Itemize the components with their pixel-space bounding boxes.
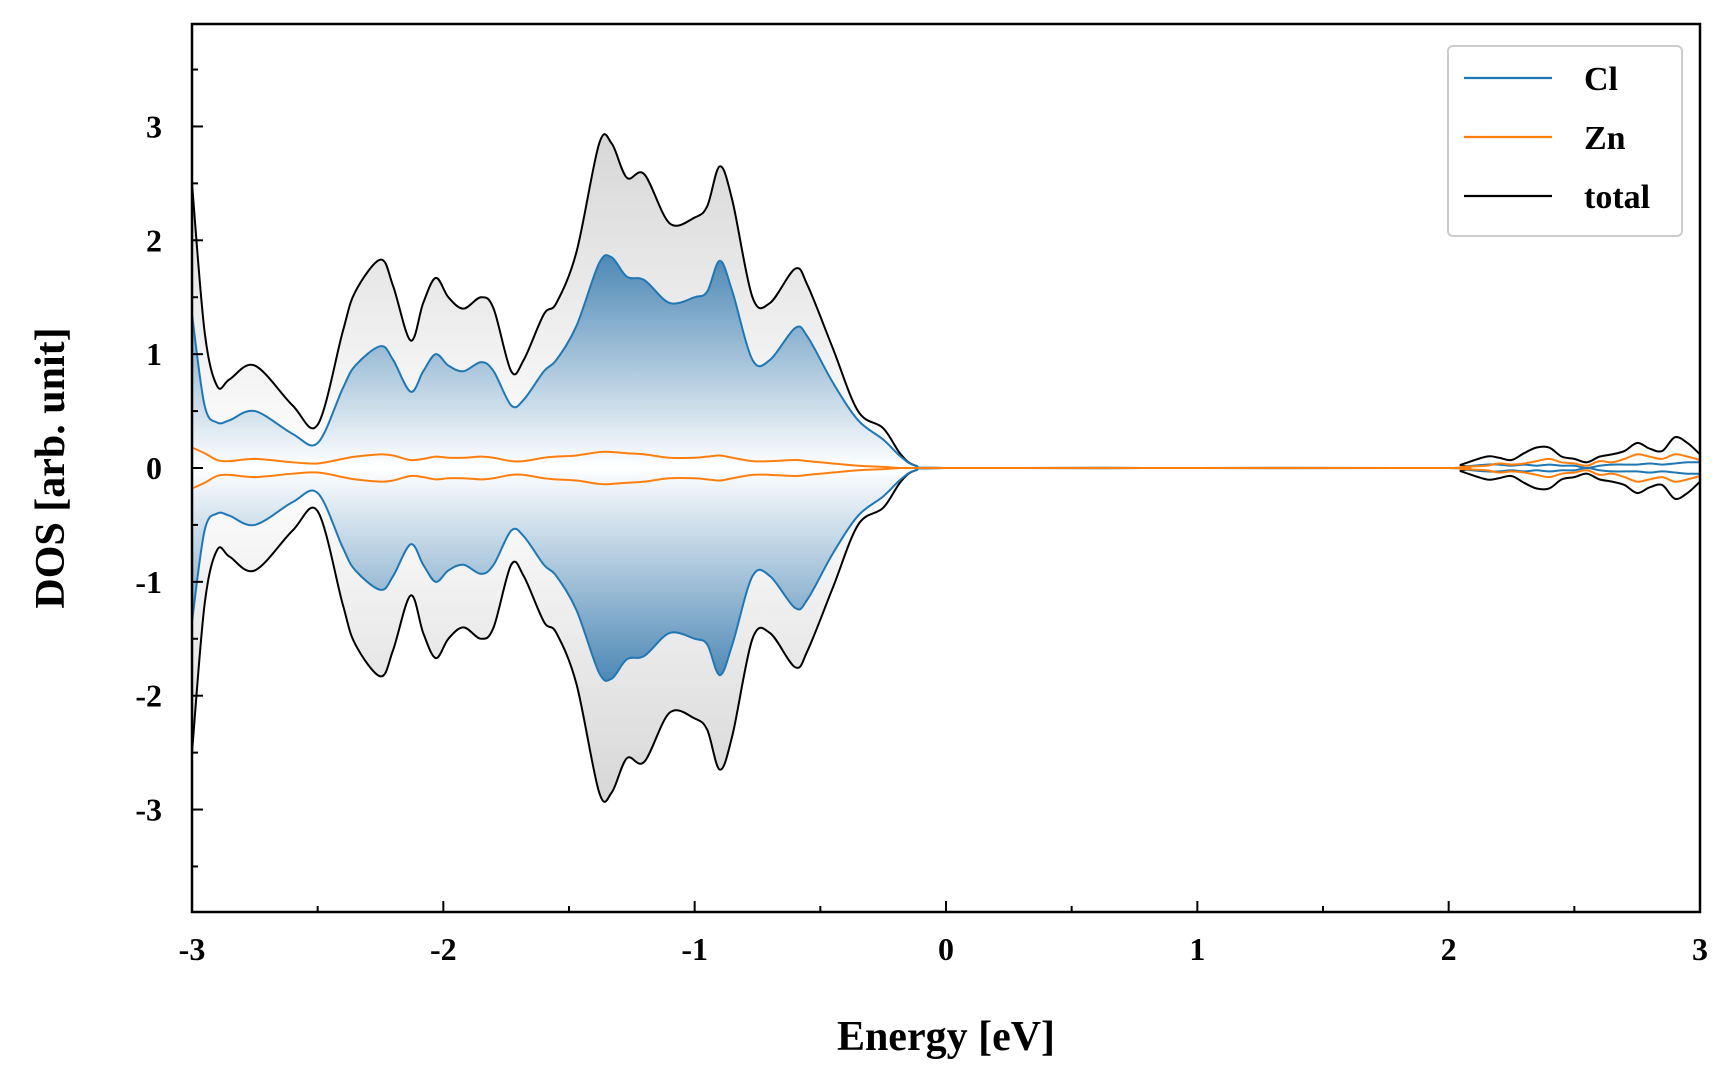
x-tick-label: 2 (1441, 931, 1457, 967)
cl-fill-down (192, 467, 1700, 681)
zn-line-up (192, 446, 1700, 470)
legend-box (1447, 45, 1683, 237)
y-tick-label: -3 (135, 792, 162, 828)
tick-layer: -3 -2 -1 0 1 2 3 -3 -2 -1 0 1 2 3 (135, 68, 1708, 967)
total-line-up (192, 133, 1700, 470)
zn-line-down (192, 466, 1700, 490)
x-tick-label: 0 (938, 931, 954, 967)
cl-line-up (192, 254, 1700, 470)
legend-label-cl: Cl (1584, 61, 1618, 98)
x-axis-title: Energy [eV] (837, 1014, 1055, 1060)
legend-label-zn: Zn (1584, 120, 1626, 157)
y-tick-label: -2 (135, 678, 162, 714)
legend-label-total: total (1584, 179, 1650, 216)
x-tick-label: 1 (1189, 931, 1205, 967)
y-tick-label: -1 (135, 564, 162, 600)
x-tick-label: 3 (1692, 931, 1708, 967)
x-tick-label: -2 (430, 931, 457, 967)
x-tick-label: -3 (179, 931, 206, 967)
y-tick-label: 2 (146, 222, 162, 258)
total-line-down (192, 466, 1700, 803)
y-tick-label: 0 (146, 450, 162, 486)
fill-layer (192, 134, 1700, 802)
cl-fill-up (192, 255, 1700, 469)
y-axis-title: DOS [arb. unit] (28, 327, 74, 608)
legend: Cl Zn total (1447, 45, 1683, 237)
cl-line-down (192, 466, 1700, 682)
y-tick-label: 3 (146, 108, 162, 144)
line-layer (192, 133, 1700, 803)
y-tick-label: 1 (146, 336, 162, 372)
x-tick-label: -1 (681, 931, 708, 967)
